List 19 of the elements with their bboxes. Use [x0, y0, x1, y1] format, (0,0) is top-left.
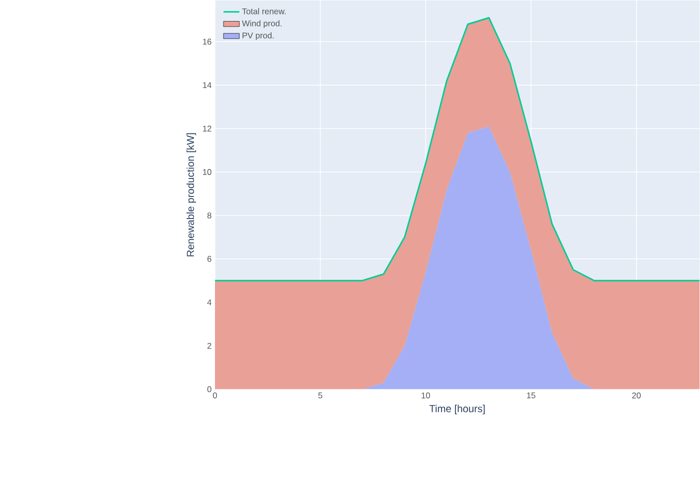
- y-tick-label: 12: [203, 126, 212, 132]
- y-tick-label: 0: [207, 386, 212, 392]
- y-tick-label: 8: [207, 212, 212, 218]
- y-tick-label: 14: [203, 82, 212, 88]
- x-tick-label: 10: [422, 392, 430, 398]
- x-tick-label: 15: [527, 392, 536, 398]
- x-tick-label: 5: [318, 392, 322, 398]
- y-axis-title: Renewable production [kW]: [186, 133, 196, 256]
- legend-label: Wind prod.: [242, 20, 282, 28]
- y-tick-label: 16: [203, 38, 212, 45]
- x-axis-title: Time [hours]: [429, 404, 485, 414]
- x-tick-label: 0: [212, 392, 217, 398]
- y-tick-label: 2: [207, 342, 212, 349]
- y-tick-label: 6: [207, 256, 212, 262]
- y-tick-label: 10: [203, 169, 212, 176]
- legend-label: Total renew.: [242, 8, 286, 14]
- legend-label: PV prod.: [242, 32, 274, 40]
- y-tick-label: 4: [207, 300, 212, 306]
- x-tick-label: 20: [632, 392, 641, 398]
